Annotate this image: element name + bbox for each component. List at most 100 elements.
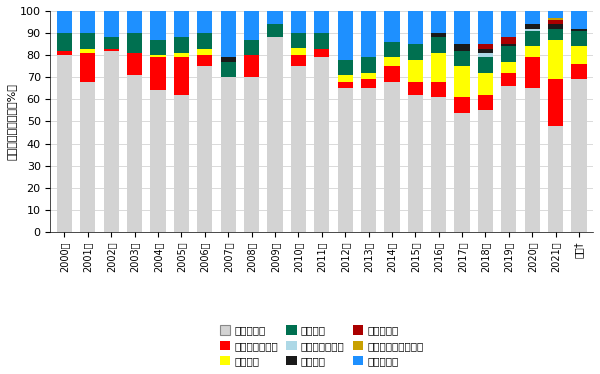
- Bar: [524, 46, 540, 57]
- Bar: [571, 31, 587, 46]
- Bar: [361, 88, 376, 232]
- Bar: [524, 24, 540, 29]
- Bar: [338, 75, 353, 82]
- Bar: [431, 33, 446, 37]
- Bar: [548, 79, 563, 126]
- Bar: [268, 11, 283, 24]
- Bar: [314, 11, 329, 33]
- Bar: [478, 95, 493, 110]
- Bar: [151, 11, 166, 40]
- Bar: [454, 66, 470, 97]
- Bar: [151, 91, 166, 232]
- Bar: [548, 11, 563, 18]
- Bar: [361, 11, 376, 57]
- Bar: [268, 24, 283, 37]
- Y-axis label: モダリティ占有率（%）: モダリティ占有率（%）: [7, 83, 17, 160]
- Bar: [291, 11, 306, 33]
- Bar: [80, 53, 95, 82]
- Bar: [127, 11, 142, 33]
- Bar: [408, 11, 423, 44]
- Bar: [57, 11, 72, 33]
- Bar: [501, 46, 517, 62]
- Bar: [548, 20, 563, 24]
- Bar: [197, 66, 212, 232]
- Bar: [548, 24, 563, 29]
- Bar: [571, 29, 587, 31]
- Bar: [174, 11, 189, 37]
- Bar: [174, 53, 189, 57]
- Bar: [244, 55, 259, 77]
- Bar: [454, 11, 470, 44]
- Bar: [197, 33, 212, 49]
- Bar: [571, 11, 587, 29]
- Bar: [291, 48, 306, 55]
- Bar: [221, 57, 236, 62]
- Bar: [408, 44, 423, 59]
- Bar: [104, 49, 119, 51]
- Bar: [104, 11, 119, 37]
- Bar: [571, 79, 587, 232]
- Bar: [478, 73, 493, 95]
- Bar: [548, 18, 563, 20]
- Bar: [408, 95, 423, 232]
- Bar: [524, 88, 540, 232]
- Bar: [385, 66, 400, 82]
- Bar: [408, 59, 423, 82]
- Bar: [221, 77, 236, 232]
- Bar: [548, 29, 563, 40]
- Bar: [127, 75, 142, 232]
- Bar: [454, 97, 470, 113]
- Bar: [454, 44, 470, 51]
- Bar: [174, 95, 189, 232]
- Bar: [501, 11, 517, 37]
- Bar: [244, 40, 259, 55]
- Bar: [478, 44, 493, 49]
- Bar: [478, 53, 493, 57]
- Bar: [338, 59, 353, 75]
- Bar: [221, 11, 236, 57]
- Bar: [291, 33, 306, 48]
- Bar: [338, 88, 353, 232]
- Bar: [57, 51, 72, 55]
- Bar: [524, 29, 540, 31]
- Bar: [174, 57, 189, 95]
- Bar: [478, 110, 493, 232]
- Bar: [501, 62, 517, 73]
- Bar: [244, 11, 259, 40]
- Bar: [361, 73, 376, 79]
- Bar: [338, 11, 353, 59]
- Bar: [197, 49, 212, 55]
- Bar: [431, 53, 446, 82]
- Bar: [431, 82, 446, 97]
- Bar: [501, 44, 517, 46]
- Bar: [221, 62, 236, 77]
- Bar: [501, 37, 517, 44]
- Bar: [478, 11, 493, 44]
- Bar: [291, 55, 306, 65]
- Bar: [104, 51, 119, 232]
- Bar: [57, 55, 72, 232]
- Bar: [104, 37, 119, 49]
- Bar: [314, 49, 329, 57]
- Bar: [174, 37, 189, 53]
- Bar: [151, 55, 166, 57]
- Bar: [478, 49, 493, 53]
- Bar: [57, 33, 72, 51]
- Bar: [385, 57, 400, 66]
- Bar: [431, 97, 446, 232]
- Bar: [454, 113, 470, 232]
- Bar: [571, 46, 587, 64]
- Bar: [80, 82, 95, 232]
- Bar: [127, 53, 142, 75]
- Bar: [197, 11, 212, 33]
- Bar: [408, 82, 423, 95]
- Bar: [478, 57, 493, 73]
- Bar: [501, 73, 517, 86]
- Bar: [571, 64, 587, 79]
- Bar: [548, 126, 563, 232]
- Bar: [338, 82, 353, 88]
- Bar: [524, 31, 540, 46]
- Bar: [151, 40, 166, 55]
- Bar: [291, 65, 306, 232]
- Bar: [361, 79, 376, 88]
